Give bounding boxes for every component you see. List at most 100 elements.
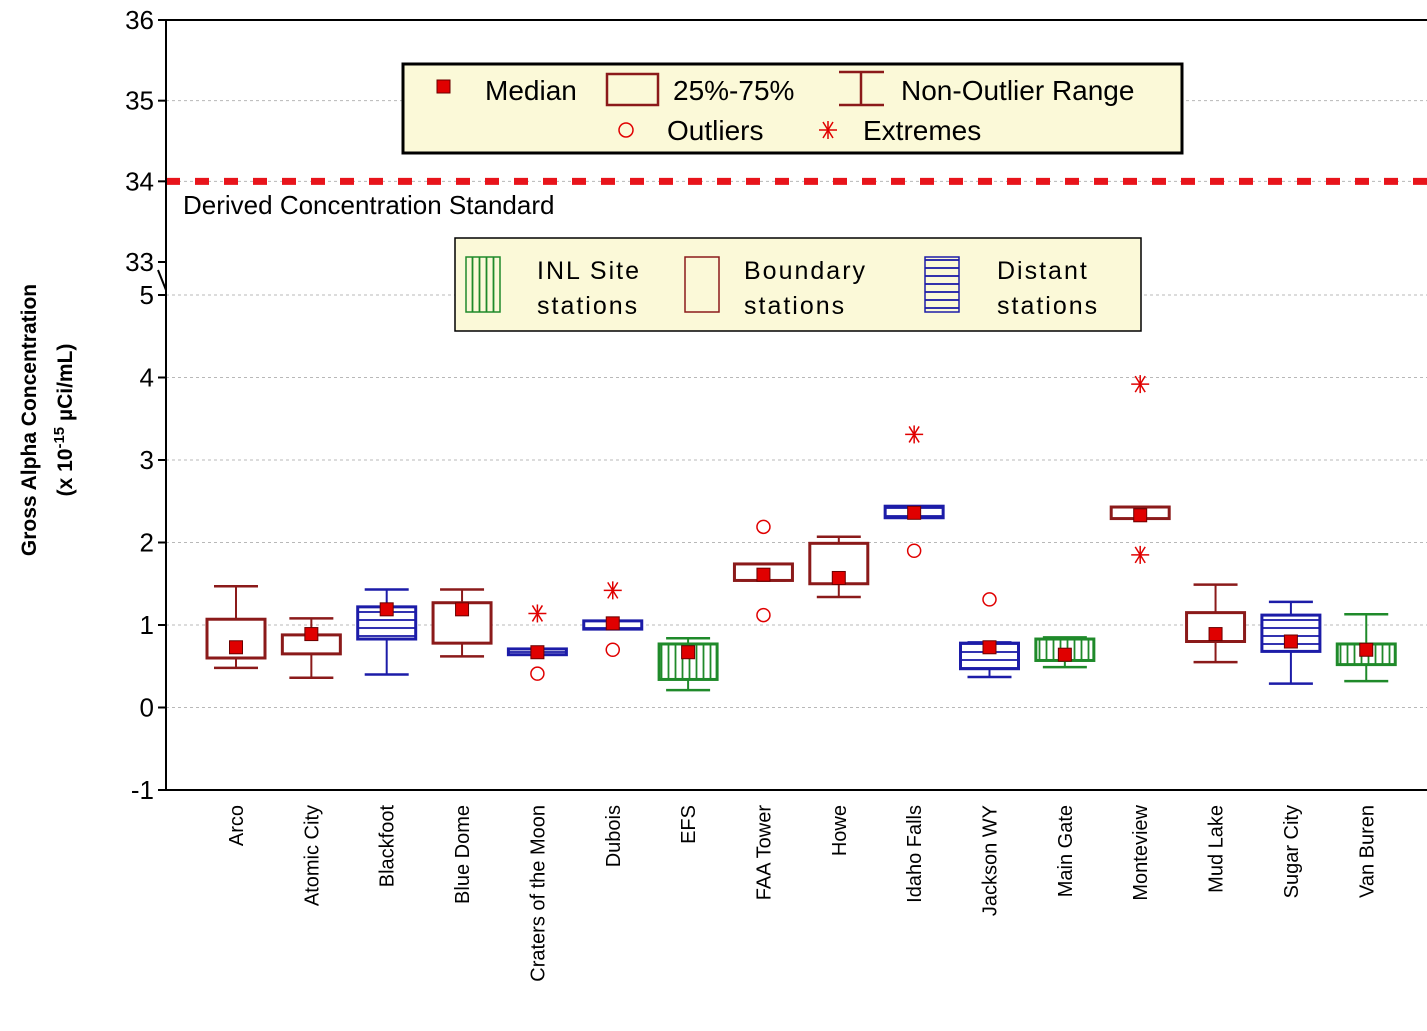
y-axis-title: Gross Alpha Concentration (x 10-15 µCi/m… bbox=[18, 284, 77, 556]
extreme-legend-label: Extremes bbox=[863, 115, 981, 146]
median-marker bbox=[304, 627, 319, 642]
box-4 bbox=[506, 604, 568, 681]
x-tick-label: Van Buren bbox=[1356, 805, 1378, 898]
y-tick-label: 1 bbox=[140, 610, 154, 640]
distant-legend-label-2: stations bbox=[997, 292, 1099, 320]
x-tick-label: Dubois bbox=[603, 805, 625, 867]
boundary-legend-swatch bbox=[684, 256, 720, 313]
stats-legend: Median 25%-75% Non-Outlier Range Outlier… bbox=[401, 62, 1184, 155]
box-15 bbox=[1335, 613, 1397, 683]
extreme-point bbox=[1131, 375, 1150, 394]
box-12 bbox=[1109, 375, 1171, 564]
inl-legend-label-2: stations bbox=[537, 292, 639, 320]
box-10 bbox=[959, 592, 1020, 679]
boundary-legend-label-1: Boundary bbox=[744, 257, 867, 285]
distant-legend-swatch bbox=[924, 256, 960, 313]
outlier-point bbox=[756, 519, 771, 535]
y-tick-label: 4 bbox=[140, 363, 154, 393]
box-6 bbox=[657, 636, 719, 692]
y-tick-label: 36 bbox=[125, 5, 154, 35]
box-series bbox=[205, 375, 1397, 692]
y-tick-label: 33 bbox=[125, 247, 154, 277]
y-axis-title-line2: (x 10-15 µCi/mL) bbox=[51, 344, 78, 497]
y-tick-label: 34 bbox=[125, 166, 154, 196]
box-0 bbox=[205, 584, 267, 670]
median-legend-label: Median bbox=[485, 75, 577, 106]
y-tick-label: 0 bbox=[140, 693, 154, 723]
x-tick-label: EFS bbox=[678, 805, 700, 844]
group-legend-frame bbox=[454, 237, 1142, 332]
x-tick-label: Blue Dome bbox=[452, 805, 474, 904]
median-legend-marker bbox=[436, 79, 451, 94]
x-tick-label: FAA Tower bbox=[753, 805, 775, 901]
median-marker bbox=[982, 640, 997, 655]
box-8 bbox=[808, 535, 870, 599]
y-tick-label: 5 bbox=[140, 280, 154, 310]
x-tick-label: Craters of the Moon bbox=[527, 805, 549, 982]
extreme-point bbox=[603, 581, 622, 600]
median-marker bbox=[379, 602, 394, 617]
median-marker bbox=[1133, 508, 1148, 523]
median-marker bbox=[455, 602, 470, 617]
box-1 bbox=[280, 617, 342, 680]
x-tick-label: Atomic City bbox=[301, 805, 323, 906]
iqr-box bbox=[657, 642, 719, 681]
outlier-legend-marker bbox=[618, 122, 634, 138]
box-2 bbox=[356, 588, 418, 676]
inl-legend-label-1: INL Site bbox=[537, 257, 641, 285]
x-tick-label: Sugar City bbox=[1281, 805, 1303, 898]
outlier-point bbox=[605, 642, 620, 657]
x-tick-label: Idaho Falls bbox=[904, 805, 926, 903]
box-7 bbox=[732, 519, 794, 623]
stats-legend-frame bbox=[401, 62, 1184, 155]
y-tick-label: 35 bbox=[125, 86, 154, 116]
box-9 bbox=[883, 425, 945, 558]
median-marker bbox=[605, 616, 620, 631]
x-tick-label: Blackfoot bbox=[377, 805, 399, 888]
x-tick-label: Mud Lake bbox=[1206, 805, 1228, 893]
outlier-legend-label: Outliers bbox=[667, 115, 763, 146]
x-tick-label: Monteview bbox=[1130, 804, 1152, 900]
range-legend-marker bbox=[839, 70, 884, 107]
iqr-legend-marker bbox=[605, 72, 660, 107]
iqr-legend-label: 25%-75% bbox=[673, 75, 794, 106]
inl-legend-swatch bbox=[465, 256, 501, 313]
x-tick-label: Howe bbox=[829, 805, 851, 856]
x-tick-label: Jackson WY bbox=[980, 805, 1002, 916]
outlier-point bbox=[982, 592, 997, 607]
box-14 bbox=[1260, 600, 1322, 685]
range-legend-label: Non-Outlier Range bbox=[901, 75, 1134, 106]
median-marker bbox=[907, 505, 922, 520]
median-marker bbox=[831, 570, 846, 585]
axis-break-line bbox=[157, 269, 167, 291]
x-tick-label: Arco bbox=[226, 805, 248, 846]
x-tick-label: Main Gate bbox=[1055, 805, 1077, 897]
extreme-legend-marker bbox=[819, 121, 837, 139]
extreme-point bbox=[1131, 545, 1150, 564]
y-tick-label: 2 bbox=[140, 528, 154, 558]
box-3 bbox=[431, 588, 493, 658]
box-5 bbox=[582, 581, 644, 657]
group-legend: INL Site stations Boundary stations Dist… bbox=[454, 237, 1142, 332]
extreme-point bbox=[905, 425, 924, 444]
extreme-point bbox=[528, 604, 547, 623]
y-tick-label: 3 bbox=[140, 445, 154, 475]
median-marker bbox=[1208, 627, 1223, 642]
outlier-point bbox=[906, 543, 922, 558]
median-marker bbox=[756, 567, 771, 582]
box-11 bbox=[1034, 636, 1096, 669]
distant-legend-label-1: Distant bbox=[997, 257, 1089, 285]
median-marker bbox=[229, 640, 243, 655]
boundary-legend-label-2: stations bbox=[744, 292, 846, 320]
median-marker bbox=[1359, 642, 1374, 657]
median-marker bbox=[1283, 634, 1298, 649]
median-marker bbox=[681, 645, 696, 660]
y-axis-title-line1: Gross Alpha Concentration bbox=[18, 284, 41, 556]
median-marker bbox=[1057, 647, 1072, 662]
outlier-point bbox=[530, 666, 545, 681]
median-marker bbox=[530, 645, 545, 660]
outlier-point bbox=[756, 607, 771, 623]
y-tick-label: -1 bbox=[131, 775, 154, 805]
